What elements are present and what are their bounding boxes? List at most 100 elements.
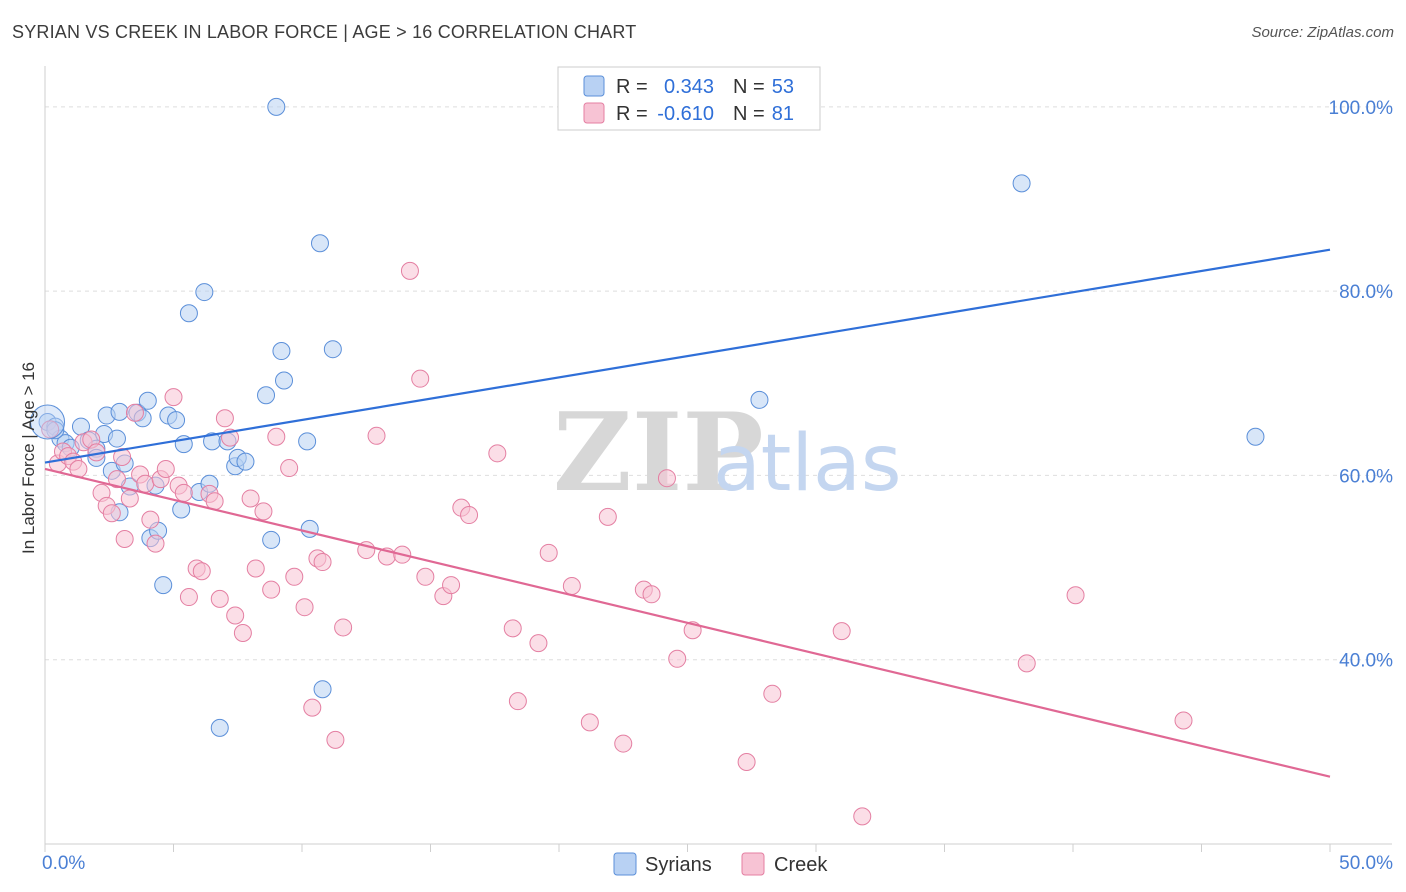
point-creek (141, 510, 160, 529)
point-syrians (310, 234, 329, 253)
point-creek (107, 470, 126, 489)
point-creek (562, 577, 581, 595)
point-syrians (110, 402, 129, 421)
y-axis-title: In Labor Force | Age > 16 (19, 362, 38, 554)
point-syrians (210, 718, 229, 737)
point-creek (164, 388, 183, 407)
axes (44, 66, 1392, 852)
point-syrians (195, 283, 214, 302)
stats-legend-r-label-syrians: R = (616, 76, 648, 98)
bottom-legend: Syrians Creek (613, 852, 828, 876)
watermark-zip: ZIP (553, 390, 764, 516)
y-tick-label: 80.0% (1339, 282, 1393, 303)
stats-legend-r-value-creek: -0.610 (657, 103, 714, 125)
point-creek (488, 444, 507, 463)
trend-lines (44, 248, 1331, 778)
point-creek (285, 567, 304, 586)
point-creek (295, 598, 314, 617)
point-creek (179, 588, 198, 607)
gridlines (45, 106, 1392, 661)
point-creek (529, 634, 548, 653)
point-creek (1174, 711, 1193, 730)
y-tick-label: 60.0% (1339, 466, 1393, 487)
point-creek (832, 622, 851, 641)
point-syrians-cluster (30, 404, 66, 440)
point-creek (737, 752, 756, 771)
legend-swatch-creek (741, 852, 765, 876)
trend-line-syrians (44, 248, 1331, 464)
point-creek (156, 459, 175, 478)
point-creek (102, 504, 121, 523)
point-creek (442, 576, 461, 595)
point-creek (41, 420, 60, 439)
trend-line-creek (44, 467, 1331, 778)
point-creek (146, 534, 165, 553)
point-creek (215, 409, 234, 428)
point-syrians (107, 429, 126, 448)
point-creek (460, 506, 479, 525)
stats-legend-swatch-syrians (583, 75, 605, 97)
point-creek (642, 585, 661, 604)
stats-legend-n-label-syrians: N = (733, 76, 765, 98)
point-creek (580, 713, 599, 732)
point-syrians (272, 342, 291, 361)
point-creek (503, 619, 522, 638)
point-creek (174, 483, 193, 502)
y-tick-label: 100.0% (1329, 98, 1394, 119)
point-creek (120, 489, 139, 508)
point-creek (210, 589, 229, 608)
point-syrians (167, 411, 186, 430)
stats-legend-r-label-creek: R = (616, 103, 648, 125)
point-syrians (257, 386, 276, 405)
point-syrians (267, 97, 286, 116)
point-creek (508, 692, 527, 711)
legend-swatch-syrians (613, 852, 637, 876)
watermark-atlas: atlas (713, 419, 902, 509)
stats-legend-n-label-creek: N = (733, 103, 765, 125)
x-tick-label: 50.0% (1339, 853, 1393, 874)
point-creek (598, 507, 617, 526)
point-creek (657, 469, 676, 488)
point-syrians (1012, 174, 1031, 193)
point-creek (280, 459, 299, 478)
point-creek (136, 474, 155, 493)
point-creek (763, 684, 782, 703)
point-creek (539, 543, 558, 562)
point-creek (233, 623, 252, 642)
stats-legend-r-value-syrians: 0.343 (664, 76, 714, 98)
point-syrians (313, 680, 332, 699)
point-creek (267, 427, 286, 446)
point-syrians (275, 371, 294, 390)
point-creek (113, 448, 132, 466)
source-label: Source: ZipAtlas.com (1251, 24, 1394, 41)
point-creek (313, 553, 332, 572)
point-creek (262, 580, 281, 599)
point-creek (668, 649, 687, 668)
legend-label-syrians: Syrians (645, 854, 712, 876)
watermark: ZIP atlas (553, 390, 902, 516)
chart-title: SYRIAN VS CREEK IN LABOR FORCE | AGE > 1… (12, 22, 637, 42)
data-points (30, 97, 1265, 826)
stats-legend: R = 0.343 N = 53 R = -0.610 N = 81 (557, 66, 821, 131)
stats-legend-n-value-syrians: 53 (772, 76, 794, 98)
point-creek (241, 489, 260, 508)
point-syrians (262, 530, 281, 549)
point-creek (125, 403, 144, 422)
point-creek (254, 502, 273, 521)
y-tick-label: 40.0% (1339, 651, 1393, 672)
point-creek (411, 369, 430, 388)
point-syrians (1246, 427, 1265, 446)
stats-legend-n-value-creek: 81 (772, 103, 794, 125)
point-creek (115, 530, 134, 549)
point-syrians (236, 452, 255, 471)
point-creek (1017, 654, 1036, 673)
y-tick-labels: 100.0% 80.0% 60.0% 40.0% (1329, 98, 1394, 672)
point-creek (334, 618, 353, 637)
point-syrians (323, 340, 342, 359)
point-creek (192, 562, 211, 581)
point-creek (400, 261, 419, 280)
point-creek (303, 698, 322, 717)
point-creek (226, 606, 245, 625)
point-creek (326, 730, 345, 749)
